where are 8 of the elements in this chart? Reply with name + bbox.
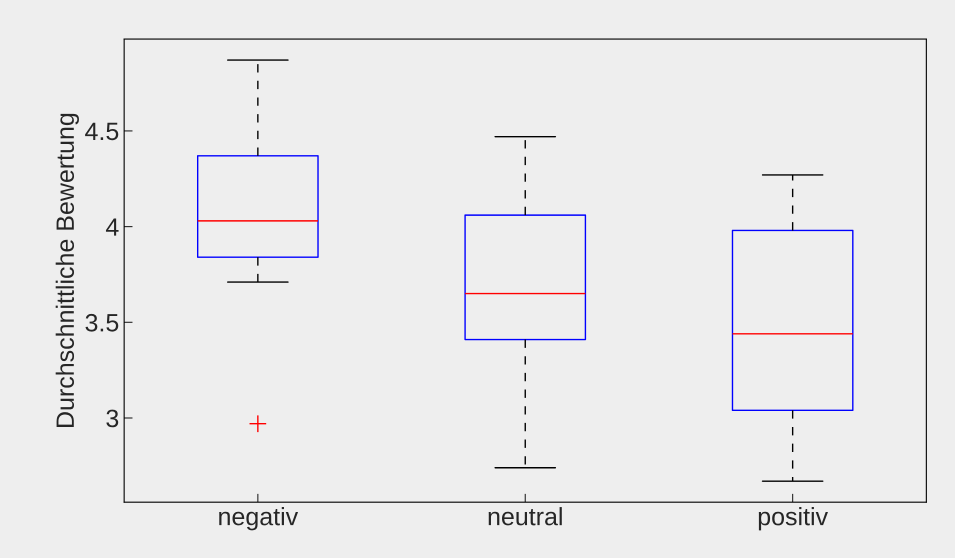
y-tick-label: 4 <box>106 218 119 236</box>
y-axis-title: Durchschnittliche Bewertung <box>56 114 79 427</box>
y-tick-label: 4.5 <box>85 122 118 140</box>
y-tick-label: 3 <box>106 410 118 428</box>
x-tick-label: negativ <box>219 507 298 530</box>
x-tick-label: neutral <box>488 507 562 526</box>
x-tick-label: positiv <box>758 507 828 530</box>
y-tick-label: 3.5 <box>85 314 118 332</box>
